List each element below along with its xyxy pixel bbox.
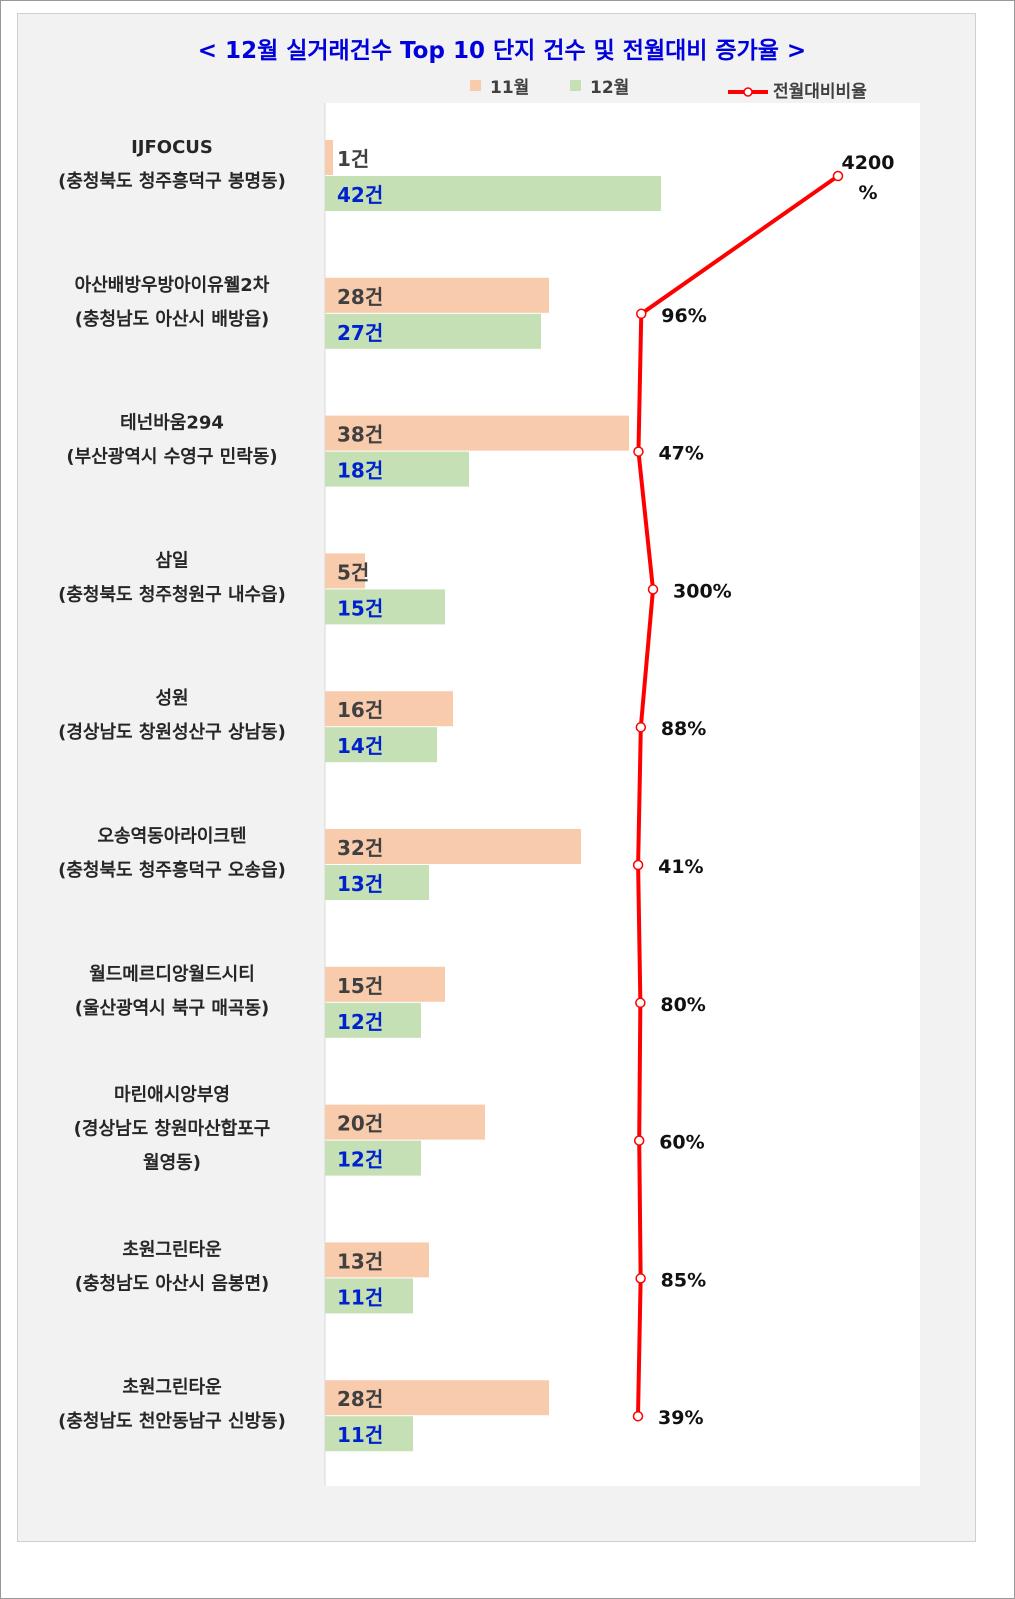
bar-dec <box>325 1416 413 1452</box>
ratio-label: % <box>858 182 877 204</box>
ratio-point <box>636 308 647 320</box>
category-label-name: IJFOCUS <box>131 137 213 158</box>
category-label-region: (경상남도 창원성산구 상남동) <box>58 722 286 743</box>
bar-label-nov: 1건 <box>337 147 369 171</box>
bar-label-nov: 15건 <box>337 974 383 998</box>
ratio-point <box>635 1273 646 1284</box>
category-label-name: 오송역동아라이크텐 <box>97 826 246 847</box>
bar-label-nov: 28건 <box>337 285 383 309</box>
ratio-label: 96% <box>661 305 706 327</box>
bar-label-dec: 15건 <box>337 596 383 620</box>
ratio-label: 80% <box>660 994 705 1016</box>
legend: 11월 12월 전월대비비율 <box>470 78 867 102</box>
category-label-name: 초원그린타운 <box>122 1239 221 1260</box>
bar-label-dec: 18건 <box>337 459 383 483</box>
category-label-name: 삼일 <box>155 550 188 571</box>
category-label-region: (충청남도 아산시 음봉면) <box>75 1273 270 1294</box>
ratio-label: 300% <box>673 580 732 602</box>
bar-nov <box>325 140 333 175</box>
category-label-region: (경상남도 창원마산합포구 <box>74 1118 271 1140</box>
bar-dec <box>325 1278 413 1314</box>
bar-label-dec: 27건 <box>337 321 383 345</box>
category-label-name: 월드메르디앙월드시티 <box>89 964 255 985</box>
bar-dec <box>325 1002 421 1038</box>
bar-nov <box>325 277 549 313</box>
bar-nov <box>325 1242 429 1278</box>
legend-swatch-dec <box>570 80 581 91</box>
ratio-point <box>632 859 644 871</box>
bar-label-nov: 13건 <box>337 1249 383 1273</box>
ratio-label: 88% <box>661 718 706 740</box>
category-label-name: 아산배방우방아이유웰2차 <box>75 275 270 296</box>
ratio-line <box>636 174 840 1417</box>
bar-nov <box>325 415 629 451</box>
bar-nov <box>325 553 365 589</box>
bar-label-dec: 13건 <box>337 872 383 896</box>
bar-label-nov: 38건 <box>337 423 383 447</box>
ratio-label: 4200 <box>842 152 895 174</box>
bar-label-dec: 12건 <box>337 1010 383 1034</box>
bar-dec <box>325 727 437 763</box>
ratio-point <box>832 170 844 182</box>
legend-label-ratio: 전월대비비율 <box>773 82 867 102</box>
ratio-label: 60% <box>659 1132 704 1154</box>
category-label-region: (충청남도 천안동남구 신방동) <box>58 1411 286 1432</box>
bar-label-nov: 20건 <box>337 1112 383 1136</box>
category-label-region: (충청북도 청주청원구 내수읍) <box>58 584 286 605</box>
legend-label-dec: 12월 <box>590 78 629 98</box>
bar-label-dec: 11건 <box>337 1423 383 1447</box>
bar-label-nov: 32건 <box>337 836 383 860</box>
bar-dec <box>325 865 429 900</box>
ratio-point <box>635 997 646 1009</box>
bar-nov <box>325 829 581 864</box>
category-label-region: (부산광역시 수영구 민락동) <box>66 447 277 468</box>
category-label-name: 마린애시앙부영 <box>114 1085 230 1106</box>
category-label-region: (울산광역시 북구 매곡동) <box>75 998 270 1019</box>
bar-label-nov: 16건 <box>337 698 383 722</box>
ratio-label: 39% <box>658 1407 703 1429</box>
bar-nov <box>325 966 445 1002</box>
category-label-name: 성원 <box>155 688 188 709</box>
bar-dec <box>325 589 445 625</box>
bar-dec <box>325 451 469 487</box>
category-label-name: 초원그린타운 <box>122 1377 221 1398</box>
bar-nov <box>325 1104 485 1140</box>
bar-label-dec: 12건 <box>337 1148 383 1172</box>
ratio-label: 85% <box>661 1269 706 1291</box>
ratio-point <box>647 584 659 595</box>
ratio-label: 47% <box>658 443 703 465</box>
category-label-name: 테넌바움294 <box>120 413 224 434</box>
bar-dec <box>325 176 661 211</box>
bar-dec <box>325 313 541 349</box>
ratio-point <box>633 446 644 457</box>
ratio-point <box>635 721 647 733</box>
chart-title: < 12월 실거래건수 Top 10 단지 건수 및 전월대비 증가율 > <box>198 38 806 64</box>
ratio-point <box>632 1410 644 1422</box>
ratio-point <box>633 1135 645 1146</box>
bar-label-dec: 42건 <box>337 183 383 207</box>
bar-label-nov: 5건 <box>337 560 369 584</box>
legend-line-marker <box>743 87 753 97</box>
legend-label-nov: 11월 <box>490 78 529 98</box>
bar-label-dec: 14건 <box>337 734 383 758</box>
category-label-region: (충청북도 청주흥덕구 오송읍) <box>58 859 286 881</box>
legend-swatch-nov <box>470 80 481 91</box>
category-label-region: (충청남도 아산시 배방읍) <box>75 309 270 330</box>
category-label-region: (충청북도 청주흥덕구 봉명동) <box>58 170 286 192</box>
bar-dec <box>325 1140 421 1176</box>
bar-label-nov: 28건 <box>337 1387 383 1411</box>
bar-nov <box>325 1380 549 1416</box>
ratio-label: 41% <box>658 856 703 878</box>
category-label-region: 월영동) <box>143 1153 201 1174</box>
bar-label-dec: 11건 <box>337 1285 383 1309</box>
bar-nov <box>325 691 453 727</box>
